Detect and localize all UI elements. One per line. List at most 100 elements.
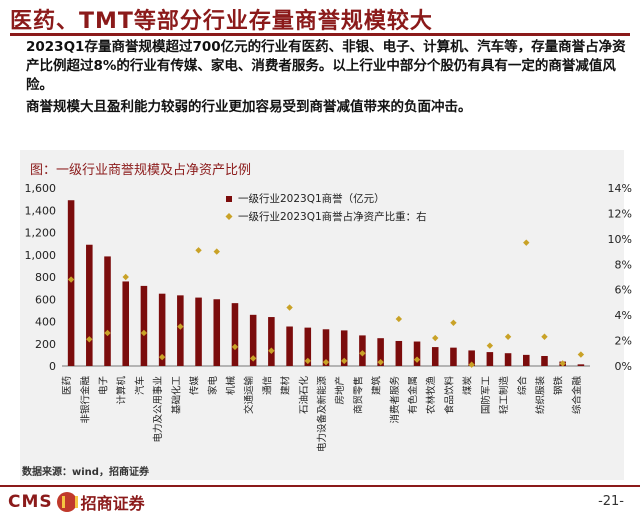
y-left-tick-label: 1,600 <box>25 182 57 195</box>
x-tick-label: 建材 <box>280 376 292 396</box>
data-source: 数据来源：wind，招商证券 <box>22 467 149 478</box>
data-point <box>395 315 403 323</box>
bar <box>413 341 421 366</box>
y-right-tick-label: 4% <box>615 309 632 322</box>
bar <box>158 293 166 366</box>
y-right-tick-label: 6% <box>615 284 632 297</box>
data-point <box>577 351 585 358</box>
data-point <box>486 342 494 349</box>
data-point <box>158 353 166 361</box>
bar <box>377 338 384 366</box>
x-tick-label: 钢铁 <box>553 376 565 396</box>
data-point <box>286 304 293 311</box>
x-tick-label: 国防军工 <box>480 376 492 415</box>
y-left-tick-label: 800 <box>35 271 56 284</box>
logo-text: CMS <box>8 492 53 512</box>
legend-bar-swatch <box>226 196 232 202</box>
x-tick-label: 有色金属 <box>407 376 419 414</box>
y-left-tick-label: 400 <box>35 316 56 329</box>
bar <box>395 340 403 366</box>
bar <box>268 317 275 366</box>
data-point <box>86 336 93 343</box>
data-point <box>304 357 311 365</box>
bar <box>450 347 457 366</box>
bar <box>304 327 312 366</box>
legend-bar-label: 一级行业2023Q1商誉（亿元） <box>238 192 385 205</box>
x-tick-label: 综合金融 <box>571 376 583 415</box>
logo-chinese-name: 招商证券 <box>80 494 145 513</box>
x-tick-label: 电力及公用事业 <box>152 376 164 443</box>
x-tick-label: 医药 <box>62 376 73 395</box>
x-tick-label: 房地产 <box>334 376 346 405</box>
y-left-tick-label: 1,000 <box>25 249 57 262</box>
bar <box>231 303 239 366</box>
data-point <box>341 357 348 365</box>
x-tick-label: 煤炭 <box>462 376 474 396</box>
bar <box>104 256 111 366</box>
data-point <box>67 276 75 283</box>
data-point <box>195 247 202 254</box>
bar <box>577 364 585 366</box>
x-tick-label: 食品饮料 <box>443 376 455 415</box>
y-right-tick-label: 12% <box>608 207 632 220</box>
bar <box>195 297 202 366</box>
data-point <box>213 248 220 255</box>
x-tick-label: 商贸零售 <box>352 376 364 414</box>
x-tick-label: 轻工制造 <box>498 376 510 415</box>
chart-title: 图：一级行业商誉规模及占净资产比例 <box>30 163 252 178</box>
bar <box>468 350 475 366</box>
chart-panel <box>20 150 624 480</box>
y-left-tick-label: 600 <box>35 293 56 306</box>
x-tick-label: 基础化工 <box>170 376 182 415</box>
bar <box>522 354 530 366</box>
data-point <box>322 358 330 366</box>
x-tick-label: 综合 <box>516 376 528 396</box>
y-left-tick-label: 1,400 <box>25 204 57 217</box>
body-paragraph-1: 2023Q1存量商誉规模超过700亿元的行业有医药、非银、电子、计算机、汽车等，… <box>26 39 626 93</box>
data-point <box>413 356 421 363</box>
x-tick-label: 传媒 <box>189 376 201 396</box>
data-point <box>541 333 548 340</box>
bar <box>322 329 330 366</box>
y-right-tick-label: 2% <box>615 335 632 348</box>
y-right-tick-label: 10% <box>608 233 632 246</box>
bar <box>286 326 293 366</box>
data-point <box>523 239 530 246</box>
data-point <box>432 334 439 342</box>
y-right-tick-label: 14% <box>608 182 632 195</box>
bar <box>213 299 221 366</box>
dot-series <box>67 239 585 368</box>
bar <box>431 347 439 366</box>
x-tick-label: 家电 <box>207 376 219 396</box>
chart-legend: 一级行业2023Q1商誉（亿元） 一级行业2023Q1商誉占净资产比重：右 <box>225 192 427 223</box>
data-point <box>231 343 239 351</box>
data-point <box>359 350 366 357</box>
data-point <box>377 358 384 366</box>
data-point <box>468 361 475 368</box>
bar <box>249 314 257 366</box>
y-right-tick-label: 8% <box>615 258 632 271</box>
data-point <box>177 323 184 330</box>
logo-icon <box>56 492 78 512</box>
bar <box>122 281 130 366</box>
x-tick-label: 交通运输 <box>243 376 255 415</box>
y-left-tick-label: 200 <box>35 338 56 351</box>
x-tick-label: 通信 <box>261 376 273 395</box>
bar <box>67 200 75 366</box>
page-title: 医药、TMT等部分行业存量商誉规模较大 <box>10 9 433 34</box>
x-tick-label: 电力设备及新能源 <box>316 376 328 453</box>
company-logo: CMS 招商证券 <box>8 490 145 514</box>
x-tick-label: 石油石化 <box>298 376 310 415</box>
x-tick-label: 机械 <box>225 376 237 396</box>
bar <box>86 244 93 366</box>
x-tick-label: 计算机 <box>116 376 128 405</box>
footer-divider <box>0 485 640 487</box>
y-left-tick-label: 0 <box>49 360 56 373</box>
x-tick-label: 农林牧渔 <box>425 376 437 415</box>
x-tick-label: 汽车 <box>134 376 146 395</box>
x-tick-label: 非银行金融 <box>79 376 91 424</box>
data-point <box>504 333 512 340</box>
bar <box>140 285 148 366</box>
data-point <box>122 273 129 281</box>
